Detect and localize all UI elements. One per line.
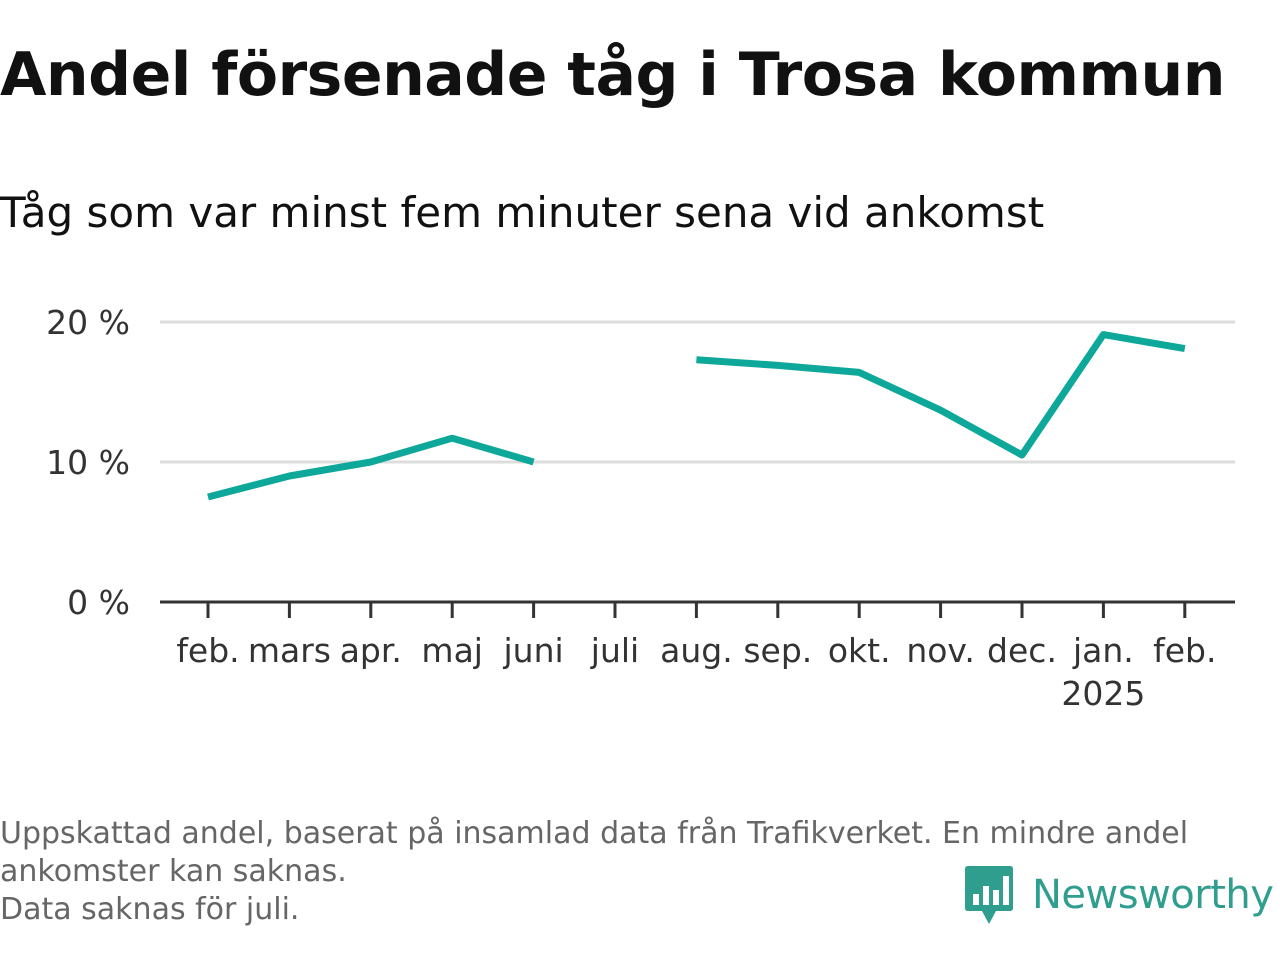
x-tick-label: maj — [421, 631, 483, 670]
x-tick-label: feb. — [1153, 631, 1216, 670]
x-tick-label: aug. — [660, 631, 733, 670]
footnote: Uppskattad andel, baserat på insamlad da… — [0, 815, 1270, 929]
x-tick-label: okt. — [828, 631, 891, 670]
x-tick-label: jan. — [1072, 631, 1134, 670]
x-tick-label: dec. — [987, 631, 1057, 670]
chart-title: Andel försenade tåg i Trosa kommun — [0, 40, 1225, 110]
x-tick-label: apr. — [340, 631, 402, 670]
y-tick-label: 0 % — [67, 583, 130, 622]
x-tick-label: feb. — [176, 631, 239, 670]
chart-subtitle: Tåg som var minst fem minuter sena vid a… — [0, 188, 1045, 237]
series-line-segment — [207, 434, 535, 501]
y-tick-label: 10 % — [46, 443, 130, 482]
x-tick-label: mars — [248, 631, 331, 670]
line-chart: 0 %10 %20 % feb. mars apr. maj juni juli aug. s… — [46, 303, 1235, 713]
footnote-line: ankomster kan saknas. — [0, 854, 347, 889]
footnote-line: Data saknas för juli. — [0, 892, 300, 927]
series-line-segment — [696, 331, 1186, 459]
newsworthy-bar-chart-icon — [965, 866, 1013, 924]
x-tick-label: juni — [503, 631, 564, 670]
x-tick-label: nov. — [906, 631, 975, 670]
brand-name: Newsworthy — [1032, 872, 1274, 918]
x-tick-label: sep. — [743, 631, 812, 670]
x-tick-label: juli — [590, 631, 639, 670]
y-tick-label: 20 % — [46, 303, 130, 342]
x-tick-sublabel: 2025 — [1061, 674, 1145, 713]
newsworthy-logo: Newsworthy — [964, 864, 1274, 926]
footnote-line: Uppskattad andel, baserat på insamlad da… — [0, 816, 1189, 851]
